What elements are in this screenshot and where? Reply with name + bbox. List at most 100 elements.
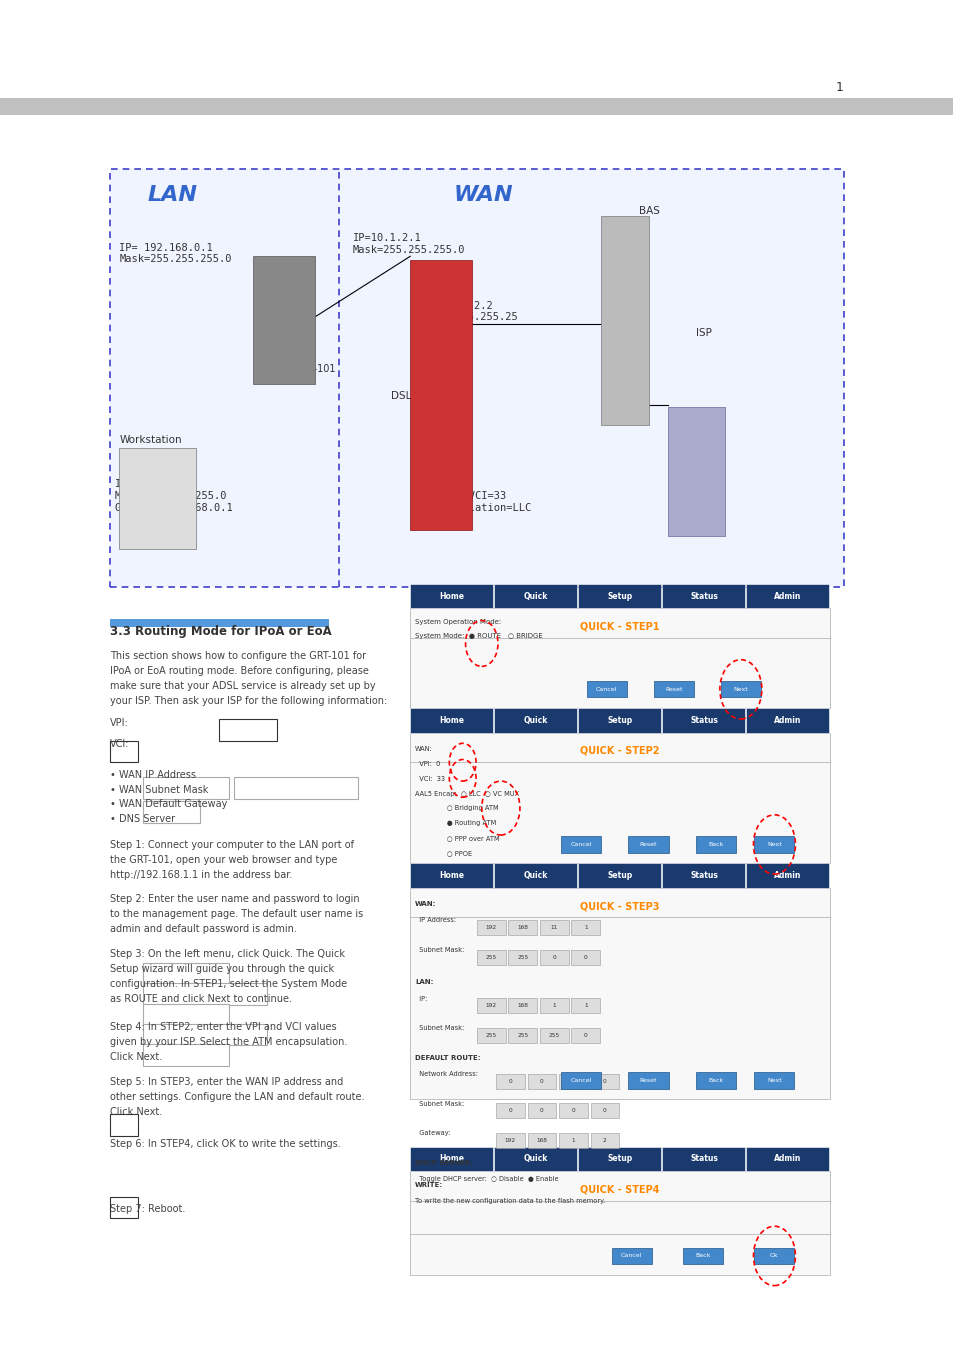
Bar xyxy=(539,950,568,965)
Text: 168: 168 xyxy=(517,925,528,929)
Text: Reset: Reset xyxy=(664,687,681,692)
Text: IP= 192.168.0.1
Mask=255.255.255.0: IP= 192.168.0.1 Mask=255.255.255.0 xyxy=(119,243,232,264)
Bar xyxy=(745,584,828,608)
Bar xyxy=(578,708,660,733)
Text: Quick: Quick xyxy=(523,592,548,600)
Text: make sure that your ADSL service is already set up by: make sure that your ADSL service is alre… xyxy=(110,681,375,691)
Text: WAN: WAN xyxy=(453,185,512,205)
Bar xyxy=(661,863,744,888)
Bar xyxy=(253,256,314,384)
Bar xyxy=(539,998,568,1013)
Bar xyxy=(494,863,577,888)
Bar xyxy=(754,1248,794,1264)
Bar xyxy=(410,584,493,608)
Bar xyxy=(754,1072,794,1089)
Bar xyxy=(476,998,505,1013)
Text: Back: Back xyxy=(707,1078,722,1083)
Text: Setup: Setup xyxy=(607,871,632,880)
Text: Home: Home xyxy=(439,592,464,600)
Text: 1: 1 xyxy=(835,81,842,94)
Bar xyxy=(508,998,537,1013)
Text: ○ PPP over ATM: ○ PPP over ATM xyxy=(415,835,499,840)
Bar xyxy=(661,584,744,608)
Text: Step 7: Reboot.: Step 7: Reboot. xyxy=(110,1205,185,1214)
Bar xyxy=(558,1103,587,1118)
Bar xyxy=(110,619,329,627)
Text: Status: Status xyxy=(689,871,718,880)
Text: WRITE:: WRITE: xyxy=(415,1182,442,1187)
Text: given by your ISP. Select the ATM encapsulation.: given by your ISP. Select the ATM encaps… xyxy=(110,1037,347,1047)
Text: Setup: Setup xyxy=(607,716,632,724)
Text: 0: 0 xyxy=(602,1079,606,1083)
Text: 0: 0 xyxy=(602,1109,606,1113)
Text: 2: 2 xyxy=(602,1139,606,1143)
Bar xyxy=(494,1147,577,1171)
Bar xyxy=(720,681,760,697)
Bar xyxy=(590,1133,618,1148)
Bar xyxy=(754,836,794,853)
Bar xyxy=(590,1103,618,1118)
Text: Next: Next xyxy=(733,687,747,692)
Bar xyxy=(695,836,735,853)
Bar xyxy=(600,216,648,425)
Bar xyxy=(527,1133,556,1148)
Text: DHCP SERVER:: DHCP SERVER: xyxy=(415,1160,472,1166)
Bar xyxy=(410,863,493,888)
Text: 0: 0 xyxy=(583,955,587,959)
Text: DEFAULT ROUTE:: DEFAULT ROUTE: xyxy=(415,1055,480,1060)
Text: 0: 0 xyxy=(552,955,556,959)
Text: 1: 1 xyxy=(583,1004,587,1008)
Bar xyxy=(508,920,537,935)
Text: 255: 255 xyxy=(485,1033,497,1037)
Text: AAL5 Encap:  ○ LLC  ○ VC MUX: AAL5 Encap: ○ LLC ○ VC MUX xyxy=(415,791,518,796)
Bar xyxy=(578,584,660,608)
Text: • WAN Default Gateway: • WAN Default Gateway xyxy=(110,800,227,809)
Text: QUICK - STEP4: QUICK - STEP4 xyxy=(579,1184,659,1194)
Bar xyxy=(0,98,953,115)
Text: Home: Home xyxy=(439,716,464,724)
Bar xyxy=(682,1248,722,1264)
Text: System Mode:  ● ROUTE   ○ BRIDGE: System Mode: ● ROUTE ○ BRIDGE xyxy=(415,633,542,638)
Text: Step 6: In STEP4, click OK to write the settings.: Step 6: In STEP4, click OK to write the … xyxy=(110,1140,340,1149)
Bar xyxy=(653,681,693,697)
Text: 0: 0 xyxy=(508,1109,512,1113)
Bar xyxy=(508,1028,537,1043)
Text: Admin: Admin xyxy=(774,592,801,600)
Bar xyxy=(110,1114,138,1136)
Text: Quick: Quick xyxy=(523,871,548,880)
Text: Gateway:: Gateway: xyxy=(415,1130,450,1136)
Bar xyxy=(667,407,724,536)
Text: VPI:  0: VPI: 0 xyxy=(415,761,440,766)
Text: QUICK - STEP2: QUICK - STEP2 xyxy=(579,746,659,755)
Bar xyxy=(219,719,276,741)
Text: QUICK - STEP1: QUICK - STEP1 xyxy=(579,622,659,631)
Text: 0: 0 xyxy=(539,1079,543,1083)
Text: 192: 192 xyxy=(485,925,497,929)
Text: Reset: Reset xyxy=(639,842,657,847)
Text: 255: 255 xyxy=(517,1033,528,1037)
Text: Admin: Admin xyxy=(774,1155,801,1163)
Text: Status: Status xyxy=(689,716,718,724)
FancyBboxPatch shape xyxy=(110,169,843,587)
Bar xyxy=(143,963,229,985)
Text: ○ Bridging ATM: ○ Bridging ATM xyxy=(415,805,498,811)
Text: 0: 0 xyxy=(508,1079,512,1083)
Bar xyxy=(558,1074,587,1089)
Bar xyxy=(143,1024,267,1045)
Text: VCI:  33: VCI: 33 xyxy=(415,776,444,781)
Text: IPoA or EoA routing mode. Before configuring, please: IPoA or EoA routing mode. Before configu… xyxy=(110,666,368,676)
Bar xyxy=(410,708,493,733)
Text: Click Next.: Click Next. xyxy=(110,1052,162,1062)
Text: Step 3: On the left menu, click Quick. The Quick: Step 3: On the left menu, click Quick. T… xyxy=(110,950,344,959)
Text: Quick: Quick xyxy=(523,1155,548,1163)
Bar xyxy=(558,1133,587,1148)
Bar xyxy=(628,836,668,853)
Bar xyxy=(233,777,357,799)
Text: Cancel: Cancel xyxy=(570,842,592,847)
Bar xyxy=(143,801,200,823)
Bar xyxy=(628,1072,668,1089)
Text: configuration. In STEP1, select the System Mode: configuration. In STEP1, select the Syst… xyxy=(110,979,347,989)
Text: Setup: Setup xyxy=(607,1155,632,1163)
Text: 3.3 Routing Mode for IPoA or EoA: 3.3 Routing Mode for IPoA or EoA xyxy=(110,625,331,638)
Text: ● Routing ATM: ● Routing ATM xyxy=(415,820,496,826)
